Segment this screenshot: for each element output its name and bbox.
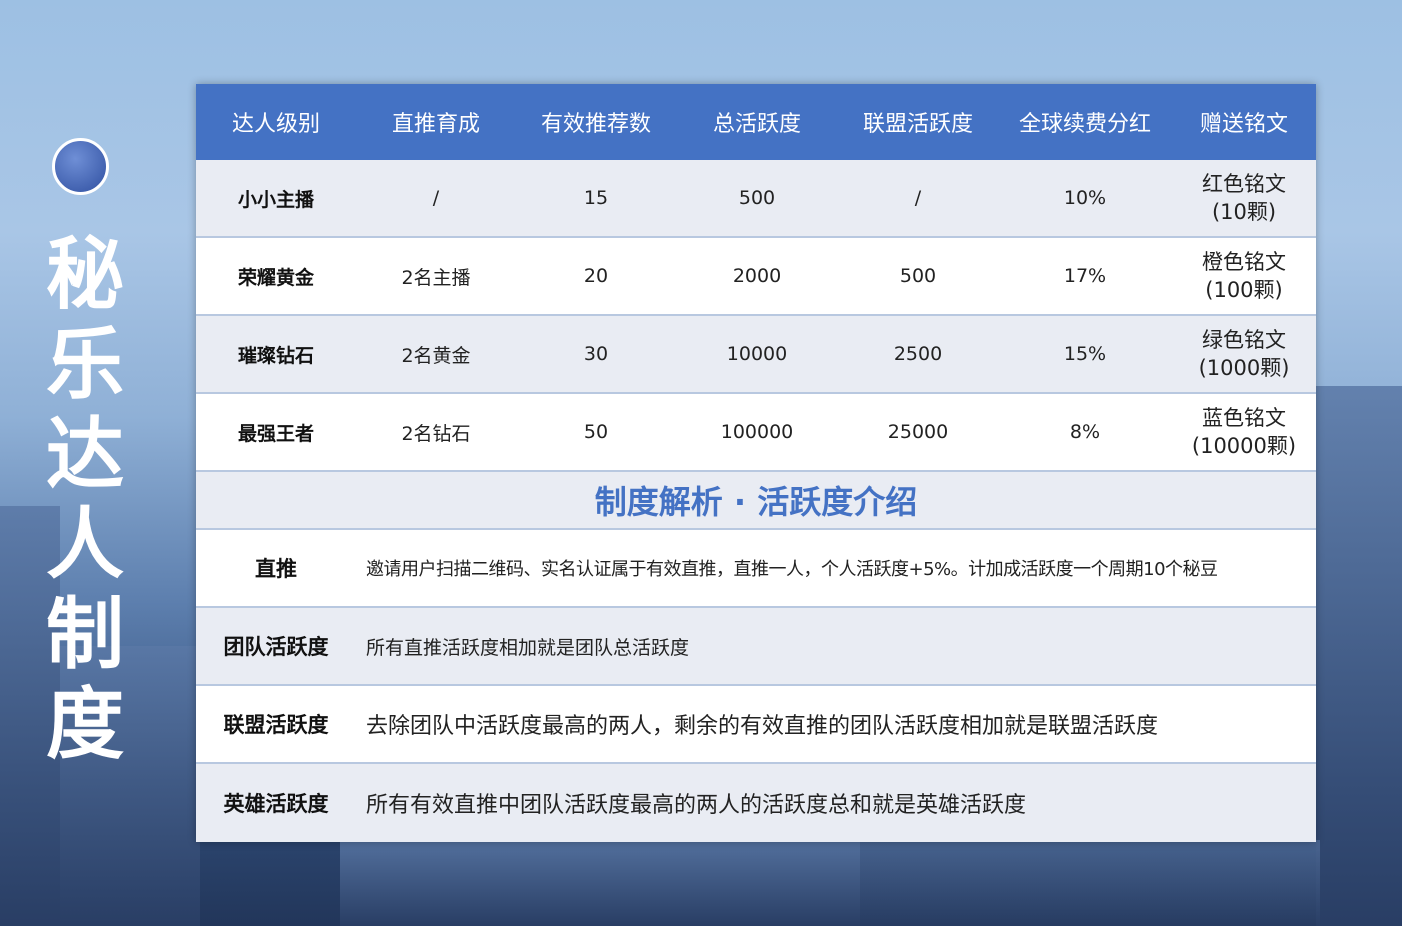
title-char: 人 bbox=[45, 500, 124, 590]
table-cell: 绿色铭文 (1000颗) bbox=[1172, 326, 1316, 382]
header-cell: 全球续费分红 bbox=[1018, 112, 1151, 137]
inscription-count: (10颗) bbox=[1211, 200, 1277, 224]
definition-text: 所有直推活跃度相加就是团队总活跃度 bbox=[366, 636, 690, 659]
table-cell: 2名主播 bbox=[401, 266, 471, 289]
circle-decoration-icon bbox=[52, 138, 109, 195]
table-cell: 17% bbox=[1063, 265, 1107, 287]
header-cell: 直推育成 bbox=[391, 112, 480, 137]
table-cell: 10% bbox=[1063, 187, 1107, 209]
inscription-count: (10000颗) bbox=[1191, 434, 1297, 458]
header-cell: 联盟活跃度 bbox=[862, 112, 973, 137]
table-cell: 2名黄金 bbox=[401, 344, 471, 367]
table-row: 最强王者 2名钻石 50 100000 25000 8% 蓝色铭文 (10000颗) bbox=[196, 394, 1316, 472]
inscription-count: (1000颗) bbox=[1198, 356, 1290, 380]
background-building bbox=[860, 840, 1320, 926]
title-char: 度 bbox=[45, 680, 124, 770]
table-cell: 8% bbox=[1069, 421, 1101, 443]
definition-term: 英雄活跃度 bbox=[223, 792, 329, 816]
definition-row: 直推 邀请用户扫描二维码、实名认证属于有效直推，直推一人，个人活跃度+5%。计加成… bbox=[196, 530, 1316, 608]
table-cell: 红色铭文 (10颗) bbox=[1172, 170, 1316, 226]
header-cell: 达人级别 bbox=[231, 112, 320, 137]
table-row: 小小主播 / 15 500 / 10% 红色铭文 (10颗) bbox=[196, 160, 1316, 238]
definition-term: 直推 bbox=[255, 557, 297, 581]
title-char: 乐 bbox=[45, 320, 124, 410]
title-char: 达 bbox=[45, 410, 124, 500]
background-building bbox=[0, 506, 60, 926]
table-header: 达人级别 直推育成 有效推荐数 总活跃度 联盟活跃度 全球续费分红 赠送铭文 bbox=[196, 84, 1316, 160]
background-building bbox=[340, 840, 860, 926]
table-cell: 500 bbox=[899, 265, 937, 287]
inscription-name: 绿色铭文 bbox=[1202, 328, 1286, 352]
table-cell: 25000 bbox=[887, 421, 949, 443]
section-title: 制度解析 · 活跃度介绍 bbox=[196, 472, 1316, 530]
table-cell: / bbox=[914, 187, 922, 209]
definition-row: 英雄活跃度 所有有效直推中团队活跃度最高的两人的活跃度总和就是英雄活跃度 bbox=[196, 764, 1316, 842]
table-cell: 2500 bbox=[893, 343, 943, 365]
table-cell: 15 bbox=[583, 187, 609, 209]
definition-text: 邀请用户扫描二维码、实名认证属于有效直推，直推一人，个人活跃度+5%。计加成活跃… bbox=[366, 559, 1218, 580]
table-cell: 最强王者 bbox=[237, 422, 314, 445]
inscription-name: 蓝色铭文 bbox=[1202, 406, 1286, 430]
header-cell: 总活跃度 bbox=[712, 112, 801, 137]
table-cell: 橙色铭文 (100颗) bbox=[1172, 248, 1316, 304]
table-row: 璀璨钻石 2名黄金 30 10000 2500 15% 绿色铭文 (1000颗) bbox=[196, 316, 1316, 394]
background-building bbox=[60, 646, 200, 926]
table-cell: 15% bbox=[1063, 343, 1107, 365]
inscription-name: 红色铭文 bbox=[1202, 172, 1286, 196]
title-char: 秘 bbox=[45, 230, 124, 320]
table-cell: 荣耀黄金 bbox=[237, 266, 314, 289]
table-cell: / bbox=[432, 187, 440, 209]
table-cell: 20 bbox=[583, 265, 609, 287]
inscription-name: 橙色铭文 bbox=[1202, 250, 1286, 274]
table-row: 荣耀黄金 2名主播 20 2000 500 17% 橙色铭文 (100颗) bbox=[196, 238, 1316, 316]
table-cell: 500 bbox=[738, 187, 776, 209]
page-title: 秘乐达人制度 bbox=[40, 230, 130, 770]
table-cell: 蓝色铭文 (10000颗) bbox=[1172, 404, 1316, 460]
definition-term: 团队活跃度 bbox=[223, 635, 329, 659]
background-building bbox=[1316, 386, 1402, 926]
table-cell: 小小主播 bbox=[237, 188, 314, 211]
table-cell: 30 bbox=[583, 343, 609, 365]
definition-row: 联盟活跃度 去除团队中活跃度最高的两人，剩余的有效直推的团队活跃度相加就是联盟活跃… bbox=[196, 686, 1316, 764]
level-table: 达人级别 直推育成 有效推荐数 总活跃度 联盟活跃度 全球续费分红 赠送铭文 小… bbox=[196, 84, 1316, 842]
table-cell: 50 bbox=[583, 421, 609, 443]
table-cell: 100000 bbox=[720, 421, 794, 443]
definition-row: 团队活跃度 所有直推活跃度相加就是团队总活跃度 bbox=[196, 608, 1316, 686]
header-cell: 赠送铭文 bbox=[1199, 112, 1288, 137]
table-cell: 璀璨钻石 bbox=[237, 344, 314, 367]
definition-text: 所有有效直推中团队活跃度最高的两人的活跃度总和就是英雄活跃度 bbox=[366, 793, 1027, 818]
table-cell: 10000 bbox=[726, 343, 788, 365]
header-cell: 有效推荐数 bbox=[540, 112, 651, 137]
table-cell: 2名钻石 bbox=[401, 422, 471, 445]
title-char: 制 bbox=[45, 590, 124, 680]
table-cell: 2000 bbox=[732, 265, 782, 287]
definition-term: 联盟活跃度 bbox=[223, 713, 329, 737]
definition-text: 去除团队中活跃度最高的两人，剩余的有效直推的团队活跃度相加就是联盟活跃度 bbox=[366, 714, 1159, 739]
inscription-count: (100颗) bbox=[1205, 278, 1283, 302]
